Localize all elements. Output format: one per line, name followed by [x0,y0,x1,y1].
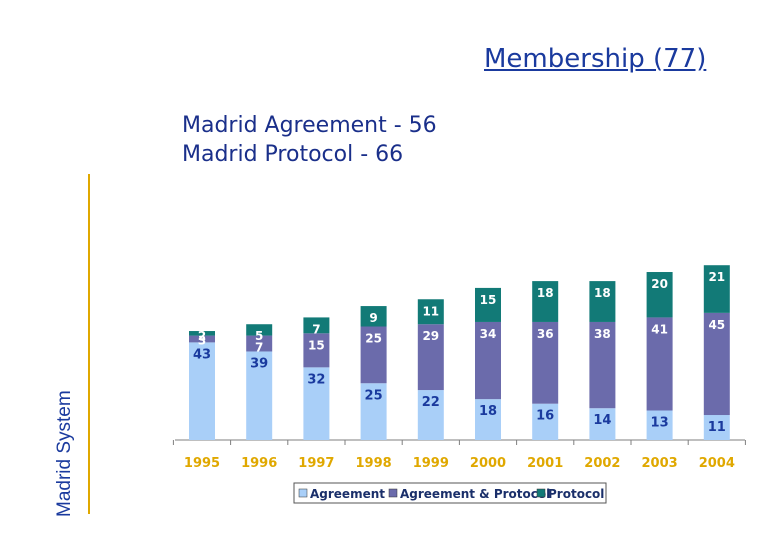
value-label-agreement-2004: 11 [708,420,726,435]
subtitle-protocol: Madrid Protocol - 66 [182,142,404,167]
bar-agreement-protocol-1996 [246,335,273,352]
bar-agreement-protocol-2002 [589,321,616,409]
x-tick-label-2001: 2001 [527,456,563,471]
legend-label-protocol: Protocol [548,487,604,501]
x-tick-label-2004: 2004 [699,456,735,471]
bar-agreement-protocol-2001 [532,321,559,404]
x-tick-label-2000: 2000 [470,456,506,471]
bar-agreement-1999 [417,390,444,440]
value-label-protocol-2000: 15 [480,293,497,307]
value-label-agreement-protocol-1997: 15 [308,338,325,352]
bar-protocol-2000 [475,287,501,322]
bar-agreement-2003 [646,410,673,440]
bar-agreement-1998 [360,383,387,440]
value-label-protocol-2003: 20 [651,277,668,291]
bar-agreement-protocol-2003 [646,317,673,411]
bar-protocol-2003 [646,272,673,318]
value-label-protocol-1996: 5 [255,329,263,343]
value-label-agreement-1999: 22 [422,395,440,410]
value-label-agreement-protocol-2003: 41 [651,322,668,336]
value-label-agreement-2000: 18 [479,404,497,419]
value-label-protocol-1995: 2 [198,329,206,343]
bar-protocol-1996 [246,324,273,336]
bar-protocol-2001 [532,281,559,322]
bar-agreement-2002 [589,408,616,440]
legend-label-agreement: Agreement [310,487,385,501]
bar-protocol-1995 [189,331,215,336]
value-label-protocol-1997: 7 [312,322,320,336]
x-tick-label-1998: 1998 [356,456,392,471]
x-tick-label-1999: 1999 [413,456,449,471]
value-label-agreement-protocol-1998: 25 [365,332,382,346]
bar-agreement-protocol-2004 [703,312,730,416]
bar-agreement-2001 [532,403,559,440]
subtitle-agreement: Madrid Agreement - 56 [182,113,437,138]
bar-agreement-protocol-2000 [475,321,501,400]
bar-agreement-1997 [303,367,330,440]
value-label-agreement-protocol-1999: 29 [422,329,439,343]
value-label-agreement-protocol-2000: 34 [480,327,497,341]
legend-label-agreement-protocol: Agreement & Protocol [400,487,550,501]
value-label-agreement-2003: 13 [651,415,669,430]
value-label-agreement-protocol-1996: 7 [255,341,263,355]
bar-agreement-2000 [475,399,501,440]
legend-swatch-agreement [298,488,308,498]
x-tick-label-2002: 2002 [584,456,620,471]
bar-protocol-1998 [360,306,387,327]
value-label-agreement-1998: 25 [365,388,383,403]
side-divider-line [88,174,90,514]
x-tick-label-1997: 1997 [298,456,334,471]
bar-agreement-protocol-1997 [303,333,330,368]
value-label-protocol-1998: 9 [369,311,377,325]
legend-swatch-agreement-protocol [388,488,398,498]
value-label-agreement-2001: 16 [536,409,554,424]
value-label-agreement-1995: 43 [193,347,211,362]
x-tick-label-1996: 1996 [241,456,277,471]
legend-box [293,482,607,504]
value-label-agreement-2002: 14 [593,413,611,428]
value-label-protocol-1999: 11 [422,304,439,318]
value-label-agreement-protocol-2001: 36 [537,327,554,341]
legend-swatch-protocol [536,488,546,498]
bar-protocol-2004 [703,265,730,313]
value-label-agreement-protocol-2004: 45 [708,318,725,332]
value-label-agreement-1997: 32 [307,372,325,387]
bar-agreement-1996 [246,351,273,440]
bar-agreement-1995 [189,342,215,440]
value-label-protocol-2004: 21 [708,270,725,284]
bar-agreement-protocol-1999 [417,324,444,391]
bar-protocol-2002 [589,281,616,322]
x-tick-label-2003: 2003 [642,456,678,471]
bar-agreement-protocol-1995 [189,335,215,343]
value-label-protocol-2001: 18 [537,286,554,300]
x-tick-label-1995: 1995 [184,456,220,471]
bar-agreement-protocol-1998 [360,326,387,384]
value-label-agreement-protocol-2002: 38 [594,327,611,341]
bar-agreement-2004 [703,415,730,440]
value-label-agreement-protocol-1995: 3 [198,334,206,348]
value-label-protocol-2002: 18 [594,286,611,300]
chart-title: Membership (77) [484,44,707,74]
bar-protocol-1999 [417,299,444,325]
value-label-agreement-1996: 39 [250,356,268,371]
bar-protocol-1997 [303,317,330,334]
